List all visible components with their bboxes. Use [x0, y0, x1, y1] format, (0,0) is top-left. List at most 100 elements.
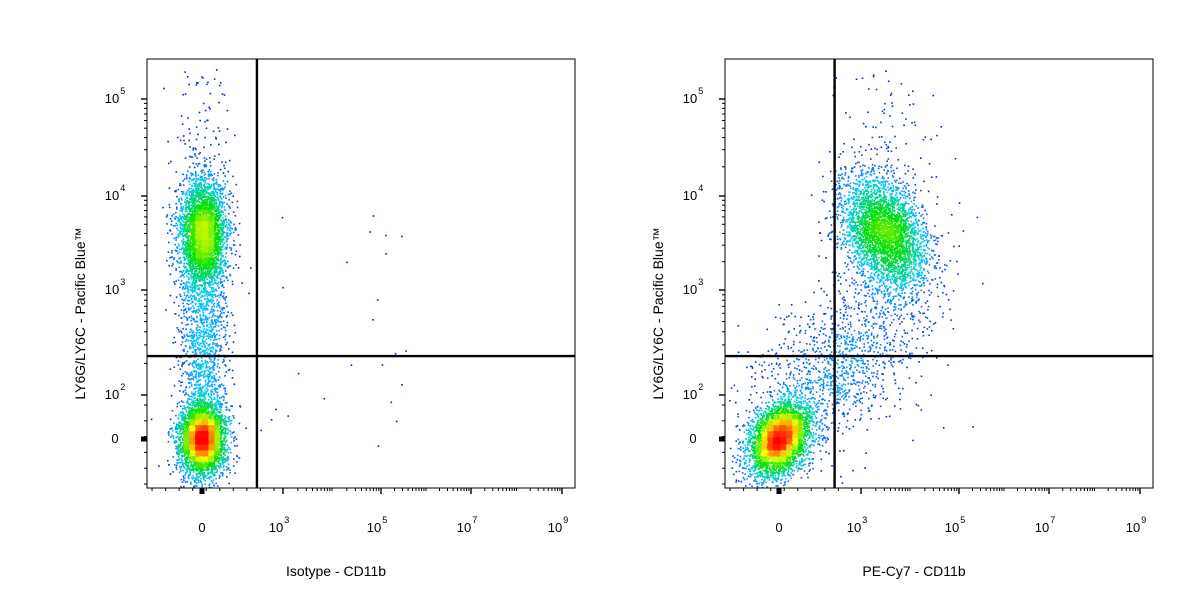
event-point	[207, 333, 210, 335]
event-point	[182, 223, 184, 226]
event-point	[197, 383, 199, 386]
event-point	[190, 210, 192, 213]
event-point	[200, 303, 203, 306]
event-point	[199, 185, 201, 187]
event-point	[200, 289, 203, 291]
event-point	[181, 210, 184, 213]
event-point	[218, 84, 221, 87]
event-point	[195, 353, 198, 355]
event-point	[178, 221, 181, 223]
event-point	[202, 282, 205, 284]
event-point	[212, 312, 215, 315]
event-point	[186, 458, 189, 460]
event-point	[208, 410, 210, 413]
event-point	[185, 386, 188, 388]
event-point	[169, 256, 171, 259]
event-point	[166, 232, 169, 234]
event-point	[186, 294, 189, 296]
event-point	[231, 252, 233, 255]
event-point	[281, 216, 284, 219]
event-point	[195, 163, 198, 165]
event-point	[220, 255, 223, 257]
event-point	[191, 229, 194, 231]
event-point	[188, 261, 190, 264]
event-point	[224, 215, 227, 218]
event-point	[185, 176, 188, 178]
event-point	[181, 456, 183, 459]
event-point	[186, 299, 189, 302]
event-point	[229, 207, 231, 209]
event-point	[217, 317, 220, 319]
event-point	[205, 348, 208, 351]
event-point	[203, 267, 205, 270]
event-point	[179, 139, 182, 142]
event-point	[209, 294, 212, 297]
event-point	[202, 191, 204, 193]
event-point	[209, 161, 212, 163]
event-point	[197, 390, 199, 393]
event-point	[213, 226, 216, 228]
event-point	[219, 294, 222, 296]
event-point	[214, 209, 216, 212]
event-point	[390, 401, 393, 404]
event-point	[172, 437, 175, 439]
event-point	[175, 356, 178, 359]
event-point	[220, 406, 223, 409]
event-point	[180, 428, 183, 431]
event-point	[199, 192, 202, 194]
event-point	[200, 300, 203, 302]
event-point	[186, 231, 189, 234]
event-point	[209, 265, 212, 267]
event-point	[179, 293, 181, 296]
event-point	[190, 294, 192, 296]
event-point	[190, 256, 192, 259]
event-point	[202, 473, 204, 476]
event-point	[221, 192, 224, 195]
event-point	[211, 267, 213, 269]
event-point	[198, 260, 200, 262]
event-point	[225, 469, 228, 471]
event-point	[203, 157, 206, 159]
event-point	[225, 449, 227, 451]
event-point	[190, 156, 192, 158]
event-point	[184, 299, 186, 301]
event-point	[227, 458, 229, 461]
event-point	[179, 230, 181, 233]
event-point	[215, 391, 217, 394]
event-point	[197, 479, 200, 482]
event-point	[196, 211, 199, 214]
event-point	[226, 433, 228, 435]
event-point	[188, 418, 191, 421]
event-point	[233, 437, 235, 440]
event-point	[168, 434, 170, 436]
event-point	[207, 370, 210, 372]
event-point	[207, 393, 210, 395]
event-point	[191, 402, 194, 405]
event-point	[208, 284, 210, 287]
event-point	[184, 258, 187, 261]
event-point	[215, 213, 218, 216]
event-point	[178, 257, 180, 260]
event-point	[230, 436, 233, 438]
event-point	[215, 214, 218, 217]
event-point	[200, 187, 203, 190]
event-point	[220, 246, 222, 248]
event-point	[203, 321, 206, 324]
event-point	[185, 254, 187, 256]
event-point	[205, 189, 208, 192]
event-point	[175, 215, 177, 218]
event-point	[175, 171, 178, 173]
event-point	[196, 206, 198, 208]
event-point	[189, 412, 191, 415]
event-point	[196, 310, 198, 312]
event-point	[195, 273, 198, 276]
event-point	[215, 223, 218, 225]
event-point	[215, 202, 218, 204]
event-point	[202, 336, 205, 338]
event-point	[210, 347, 213, 349]
event-point	[222, 461, 224, 464]
event-point	[196, 268, 198, 270]
event-point	[176, 208, 178, 210]
event-point	[184, 477, 186, 479]
event-point	[174, 464, 176, 466]
